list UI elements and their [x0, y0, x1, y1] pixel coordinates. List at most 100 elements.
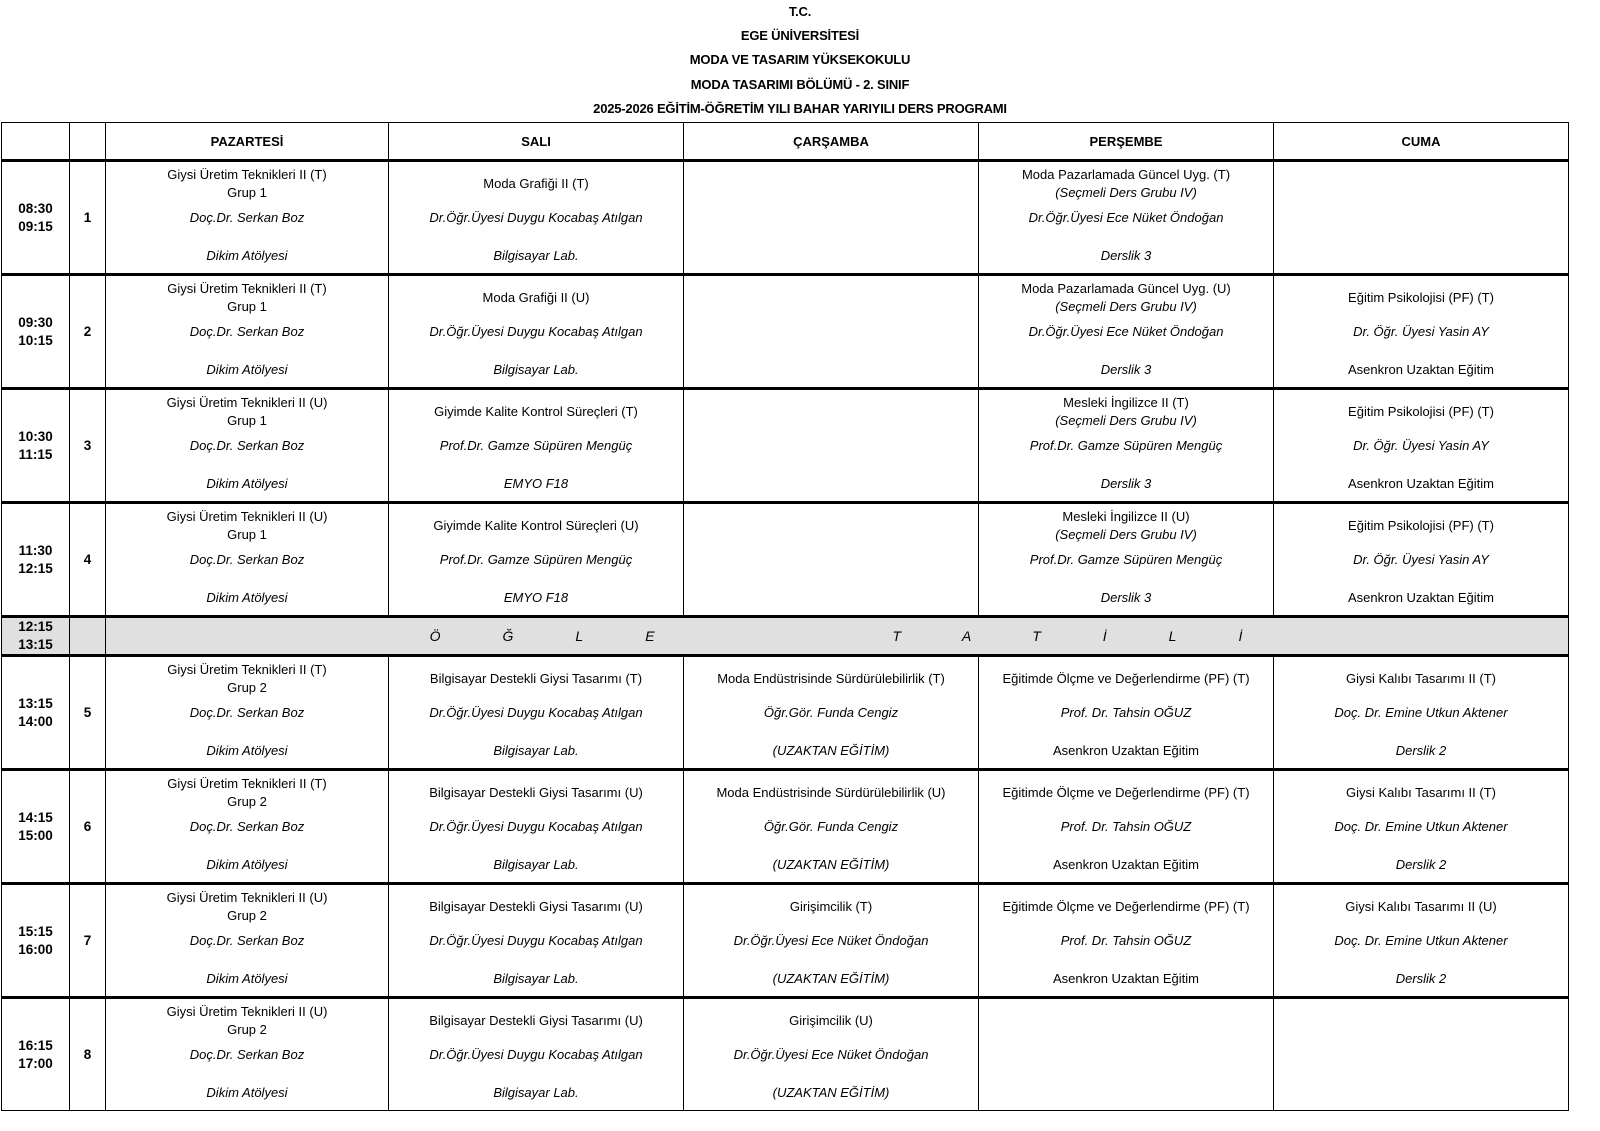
location: Derslik 3	[1100, 590, 1152, 605]
location: Derslik 2	[1395, 743, 1447, 758]
course-cell: Moda Endüstrisinde Sürdürülebilirlik (U)…	[683, 769, 979, 885]
course-title-block: Eğitim Psikolojisi (PF) (T)	[1274, 392, 1568, 432]
course-title: Moda Pazarlamada Güncel Uyg. (T)	[1021, 167, 1231, 182]
location: Dikim Atölyesi	[206, 362, 288, 377]
course-title: Giysi Üretim Teknikleri II (U)	[166, 1004, 328, 1019]
location: EMYO F18	[503, 476, 569, 491]
course-title-block: Giyimde Kalite Kontrol Süreçleri (U)	[389, 506, 683, 546]
empty-cell	[978, 997, 1274, 1111]
course-subtitle: (Seçmeli Ders Grubu IV)	[1055, 299, 1197, 314]
course-cell: Eğitimde Ölçme ve Değerlendirme (PF) (T)…	[978, 883, 1274, 999]
course-subtitle: (Seçmeli Ders Grubu IV)	[1055, 185, 1197, 200]
instructor: Prof.Dr. Gamze Süpüren Mengüç	[1029, 438, 1223, 453]
day-header: CUMA	[1273, 122, 1569, 162]
course-title-block: Bilgisayar Destekli Giysi Tasarımı (T)	[389, 659, 683, 699]
location: Asenkron Uzaktan Eğitim	[1348, 362, 1494, 377]
course-title-block: Girişimcilik (T)	[684, 887, 978, 927]
course-title-block: Moda Pazarlamada Güncel Uyg. (T) (Seçmeli…	[979, 164, 1273, 204]
course-cell: Giysi Üretim Teknikleri II (T) Grup 2 Doç.…	[105, 655, 389, 771]
end-time: 10:15	[18, 332, 53, 348]
instructor: Dr. Öğr. Üyesi Yasin AY	[1353, 438, 1489, 453]
course-title-block: Giysi Kalıbı Tasarımı II (T)	[1274, 773, 1568, 813]
start-time: 16:15	[18, 1037, 53, 1053]
course-title: Bilgisayar Destekli Giysi Tasarımı (U)	[429, 785, 643, 800]
course-title-block: Mesleki İngilizce II (T) (Seçmeli Ders Gr…	[979, 392, 1273, 432]
course-title-block: Bilgisayar Destekli Giysi Tasarımı (U)	[389, 773, 683, 813]
instructor: Öğr.Gör. Funda Cengiz	[763, 819, 899, 834]
location: Derslik 3	[1100, 362, 1152, 377]
instructor: Doç.Dr. Serkan Boz	[189, 438, 305, 453]
course-cell: Eğitimde Ölçme ve Değerlendirme (PF) (T)…	[978, 655, 1274, 771]
slot-number: 2	[69, 274, 106, 390]
course-cell: Giysi Kalıbı Tasarımı II (T) Doç. Dr. Emi…	[1273, 769, 1569, 885]
course-title: Girişimcilik (T)	[789, 899, 873, 914]
course-title: Giysi Kalıbı Tasarımı II (U)	[1345, 899, 1497, 914]
course-title-block: Giysi Üretim Teknikleri II (U) Grup 1	[106, 392, 388, 432]
time-header	[1, 122, 70, 162]
instructor: Dr.Öğr.Üyesi Ece Nüket Öndoğan	[1028, 210, 1224, 225]
course-title: Eğitim Psikolojisi (PF) (T)	[1348, 404, 1494, 419]
start-time: 09:30	[18, 314, 53, 330]
instructor: Dr.Öğr.Üyesi Duygu Kocabaş Atılgan	[429, 705, 643, 720]
slot-number: 6	[69, 769, 106, 885]
time-cell: 11:30 12:15	[1, 502, 70, 618]
start-time: 11:30	[18, 542, 53, 558]
course-title: Giysi Üretim Teknikleri II (T)	[167, 281, 327, 296]
course-title-block: Giysi Kalıbı Tasarımı II (T)	[1274, 659, 1568, 699]
course-title: Giysi Kalıbı Tasarımı II (T)	[1345, 785, 1496, 800]
course-title-block: Giysi Üretim Teknikleri II (T) Grup 2	[106, 773, 388, 813]
start-time: 08:30	[18, 200, 53, 216]
course-title: Eğitim Psikolojisi (PF) (T)	[1348, 518, 1494, 533]
instructor: Dr.Öğr.Üyesi Ece Nüket Öndoğan	[1028, 324, 1224, 339]
course-title-block: Eğitimde Ölçme ve Değerlendirme (PF) (T)	[979, 773, 1273, 813]
course-title-block: Eğitimde Ölçme ve Değerlendirme (PF) (T)	[979, 887, 1273, 927]
course-cell: Giysi Üretim Teknikleri II (T) Grup 1 Doç.…	[105, 160, 389, 276]
instructor: Prof. Dr. Tahsin OĞUZ	[1060, 705, 1192, 720]
instructor: Doç.Dr. Serkan Boz	[189, 552, 305, 567]
slot-row: 10:30 11:15 3 Giysi Üretim Teknikleri II (U…	[1, 388, 1569, 504]
location: Derslik 3	[1100, 476, 1152, 491]
course-title-block: Girişimcilik (U)	[684, 1001, 978, 1041]
location: Dikim Atölyesi	[206, 857, 288, 872]
location: Bilgisayar Lab.	[493, 743, 579, 758]
end-time: 15:00	[18, 827, 53, 843]
location: Dikim Atölyesi	[206, 743, 288, 758]
time-cell: 09:30 10:15	[1, 274, 70, 390]
course-title-block: Giysi Üretim Teknikleri II (T) Grup 1	[106, 164, 388, 204]
course-cell: Giysi Üretim Teknikleri II (U) Grup 2 Doç.…	[105, 997, 389, 1111]
course-title: Bilgisayar Destekli Giysi Tasarımı (U)	[429, 1013, 643, 1028]
slot-row: 13:15 14:00 5 Giysi Üretim Teknikleri II (T…	[1, 655, 1569, 771]
slot-number: 1	[69, 160, 106, 276]
time-cell: 15:15 16:00	[1, 883, 70, 999]
course-title-block: Moda Grafiği II (T)	[389, 164, 683, 204]
course-title: Giysi Üretim Teknikleri II (U)	[166, 890, 328, 905]
start-time: 12:15	[18, 619, 53, 634]
header-line: T.C.	[788, 4, 812, 19]
course-title: Giyimde Kalite Kontrol Süreçleri (T)	[434, 404, 638, 419]
location: Bilgisayar Lab.	[493, 971, 579, 986]
course-subtitle: Grup 1	[227, 299, 267, 314]
course-title-block: Bilgisayar Destekli Giysi Tasarımı (U)	[389, 1001, 683, 1041]
empty-cell	[683, 502, 979, 618]
day-header: SALI	[388, 122, 684, 162]
location: Bilgisayar Lab.	[493, 857, 579, 872]
course-title: Eğitimde Ölçme ve Değerlendirme (PF) (T)	[1002, 899, 1250, 914]
course-title-block: Giyimde Kalite Kontrol Süreçleri (T)	[389, 392, 683, 432]
course-cell: Giysi Üretim Teknikleri II (T) Grup 1 Doç.…	[105, 274, 389, 390]
slot-row: 08:30 09:15 1 Giysi Üretim Teknikleri II (T…	[1, 160, 1569, 276]
slot-number: 4	[69, 502, 106, 618]
location: Asenkron Uzaktan Eğitim	[1053, 857, 1199, 872]
course-subtitle: Grup 2	[227, 680, 267, 695]
course-cell: Moda Pazarlamada Güncel Uyg. (U) (Seçmeli…	[978, 274, 1274, 390]
instructor: Prof.Dr. Gamze Süpüren Mengüç	[1029, 552, 1223, 567]
course-title: Giysi Üretim Teknikleri II (U)	[166, 395, 328, 410]
course-cell: Eğitim Psikolojisi (PF) (T) Dr. Öğr. Üyes…	[1273, 274, 1569, 390]
course-title-block: Giysi Üretim Teknikleri II (T) Grup 2	[106, 659, 388, 699]
instructor: Prof.Dr. Gamze Süpüren Mengüç	[439, 438, 633, 453]
course-title-block: Mesleki İngilizce II (U) (Seçmeli Ders Gr…	[979, 506, 1273, 546]
course-cell: Bilgisayar Destekli Giysi Tasarımı (T) Dr…	[388, 655, 684, 771]
course-cell: Eğitimde Ölçme ve Değerlendirme (PF) (T)…	[978, 769, 1274, 885]
location: Derslik 3	[1100, 248, 1152, 263]
end-time: 11:15	[18, 446, 53, 462]
course-title: Moda Grafiği II (U)	[482, 290, 590, 305]
